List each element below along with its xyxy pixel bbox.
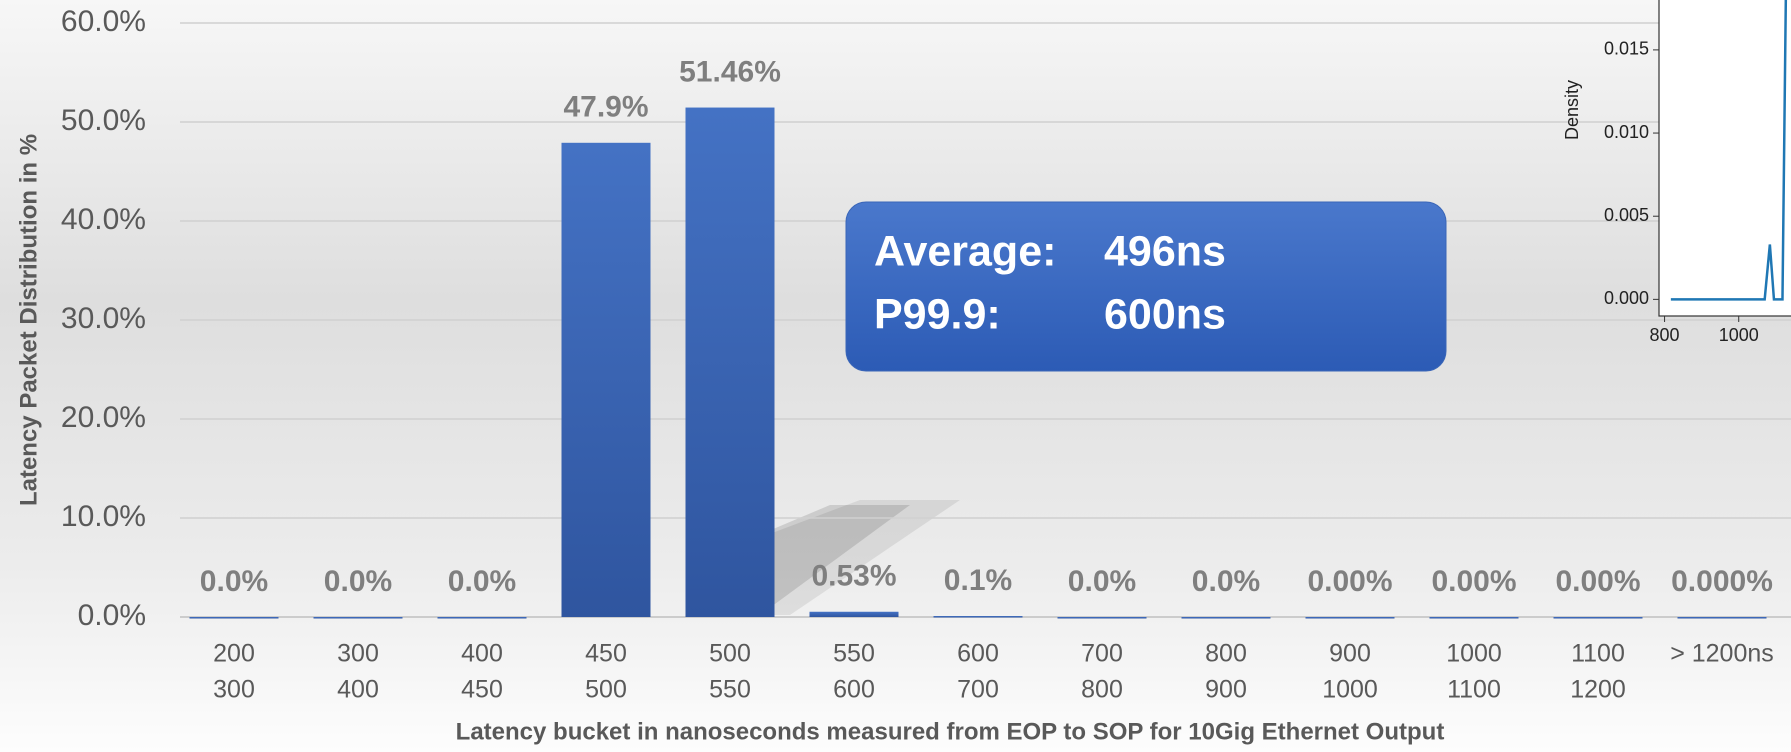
bar	[561, 142, 651, 618]
bar	[1677, 617, 1767, 619]
value-label: 0.0%	[448, 565, 516, 598]
x-tick-label: 600	[833, 676, 875, 704]
x-tick-label: 450	[585, 640, 627, 668]
value-label: 0.0%	[1068, 565, 1136, 598]
value-label: 0.0%	[324, 565, 392, 598]
bar	[933, 616, 1023, 618]
x-tick-label: 900	[1205, 676, 1247, 704]
x-tick-label: 800	[1205, 640, 1247, 668]
x-tick-label: 450	[461, 676, 503, 704]
x-tick-label: 800	[1650, 325, 1680, 345]
x-tick-label: 700	[1081, 640, 1123, 668]
y-tick-label: 0.010	[1604, 122, 1649, 142]
x-tick-label: > 1200ns	[1670, 640, 1774, 668]
bar	[1553, 617, 1643, 619]
x-tick-label: 300	[337, 640, 379, 668]
y-tick-label: 0.005	[1604, 205, 1649, 225]
y-tick-label: 60.0%	[61, 5, 146, 38]
x-axis-label: Latency bucket in nanoseconds measured f…	[456, 718, 1445, 745]
x-tick-label: 1100	[1447, 676, 1501, 704]
x-tick-label: 1000	[1322, 676, 1378, 704]
value-label: 0.00%	[1431, 565, 1516, 598]
y-tick-label: 20.0%	[61, 401, 146, 434]
bar	[313, 617, 403, 619]
y-tick-label: 50.0%	[61, 104, 146, 137]
y-axis-label: Density	[1562, 80, 1582, 140]
y-tick-label: 0.000	[1604, 288, 1649, 308]
annotation-label: P99.9:	[874, 290, 1001, 338]
x-tick-label: 1000	[1719, 325, 1759, 345]
plot: 0.0% 10.0% 20.0% 30.0% 40.0% 50.0% 60.0% 0.0% 20…	[61, 5, 1791, 704]
y-tick-label: 0.015	[1604, 39, 1649, 59]
value-label: 0.1%	[944, 564, 1012, 597]
annotation-value: 600ns	[1104, 290, 1226, 338]
x-tick-label: 600	[957, 640, 999, 668]
value-label: 0.53%	[811, 560, 896, 593]
bar	[1429, 617, 1519, 619]
bar	[1181, 617, 1271, 619]
bar	[685, 107, 775, 618]
value-label: 0.0%	[200, 565, 268, 598]
x-tick-label: 700	[957, 676, 999, 704]
x-tick-label: 550	[833, 640, 875, 668]
value-label: 0.000%	[1671, 565, 1773, 598]
bar	[1305, 617, 1395, 619]
value-label: 0.0%	[1192, 565, 1260, 598]
line	[1670, 0, 1788, 301]
x-tick-label: 900	[1329, 640, 1371, 668]
annotation-value: 496ns	[1104, 227, 1226, 275]
annotation: Average: 496ns P99.9: 600ns	[874, 227, 1226, 338]
x-tick-label: 200	[213, 640, 255, 668]
x-tick-label: 1000	[1446, 640, 1502, 668]
x-tick-label: 800	[1081, 676, 1123, 704]
y-tick-label: 40.0%	[61, 203, 146, 236]
bar	[437, 617, 527, 619]
x-tick-label: 550	[709, 676, 751, 704]
bar	[809, 611, 899, 617]
bar	[189, 617, 279, 619]
value-label: 47.9%	[563, 91, 648, 124]
y-tick-label: 30.0%	[61, 302, 146, 335]
annotation-box	[845, 201, 1447, 372]
x-tick-label: 1200	[1570, 676, 1626, 704]
y-tick-label: 0.0%	[78, 599, 146, 632]
value-label: 51.46%	[679, 55, 781, 88]
x-tick-label: 400	[461, 640, 503, 668]
value-label: 0.00%	[1555, 565, 1640, 598]
inset: 0.000 0.005 0.010 0.015 800 1000 Density	[1562, 0, 1788, 345]
x-tick-label: 500	[585, 676, 627, 704]
annotation-label: Average:	[874, 227, 1056, 275]
x-tick-label: 300	[213, 676, 255, 704]
bar	[1057, 617, 1147, 619]
x-tick-label: 500	[709, 640, 751, 668]
value-label: 0.00%	[1307, 565, 1392, 598]
x-tick-label: 1100	[1571, 640, 1625, 668]
y-tick-label: 10.0%	[61, 500, 146, 533]
x-tick-label: 400	[337, 676, 379, 704]
y-axis-label: Latency Packet Distribution in %	[15, 134, 42, 506]
